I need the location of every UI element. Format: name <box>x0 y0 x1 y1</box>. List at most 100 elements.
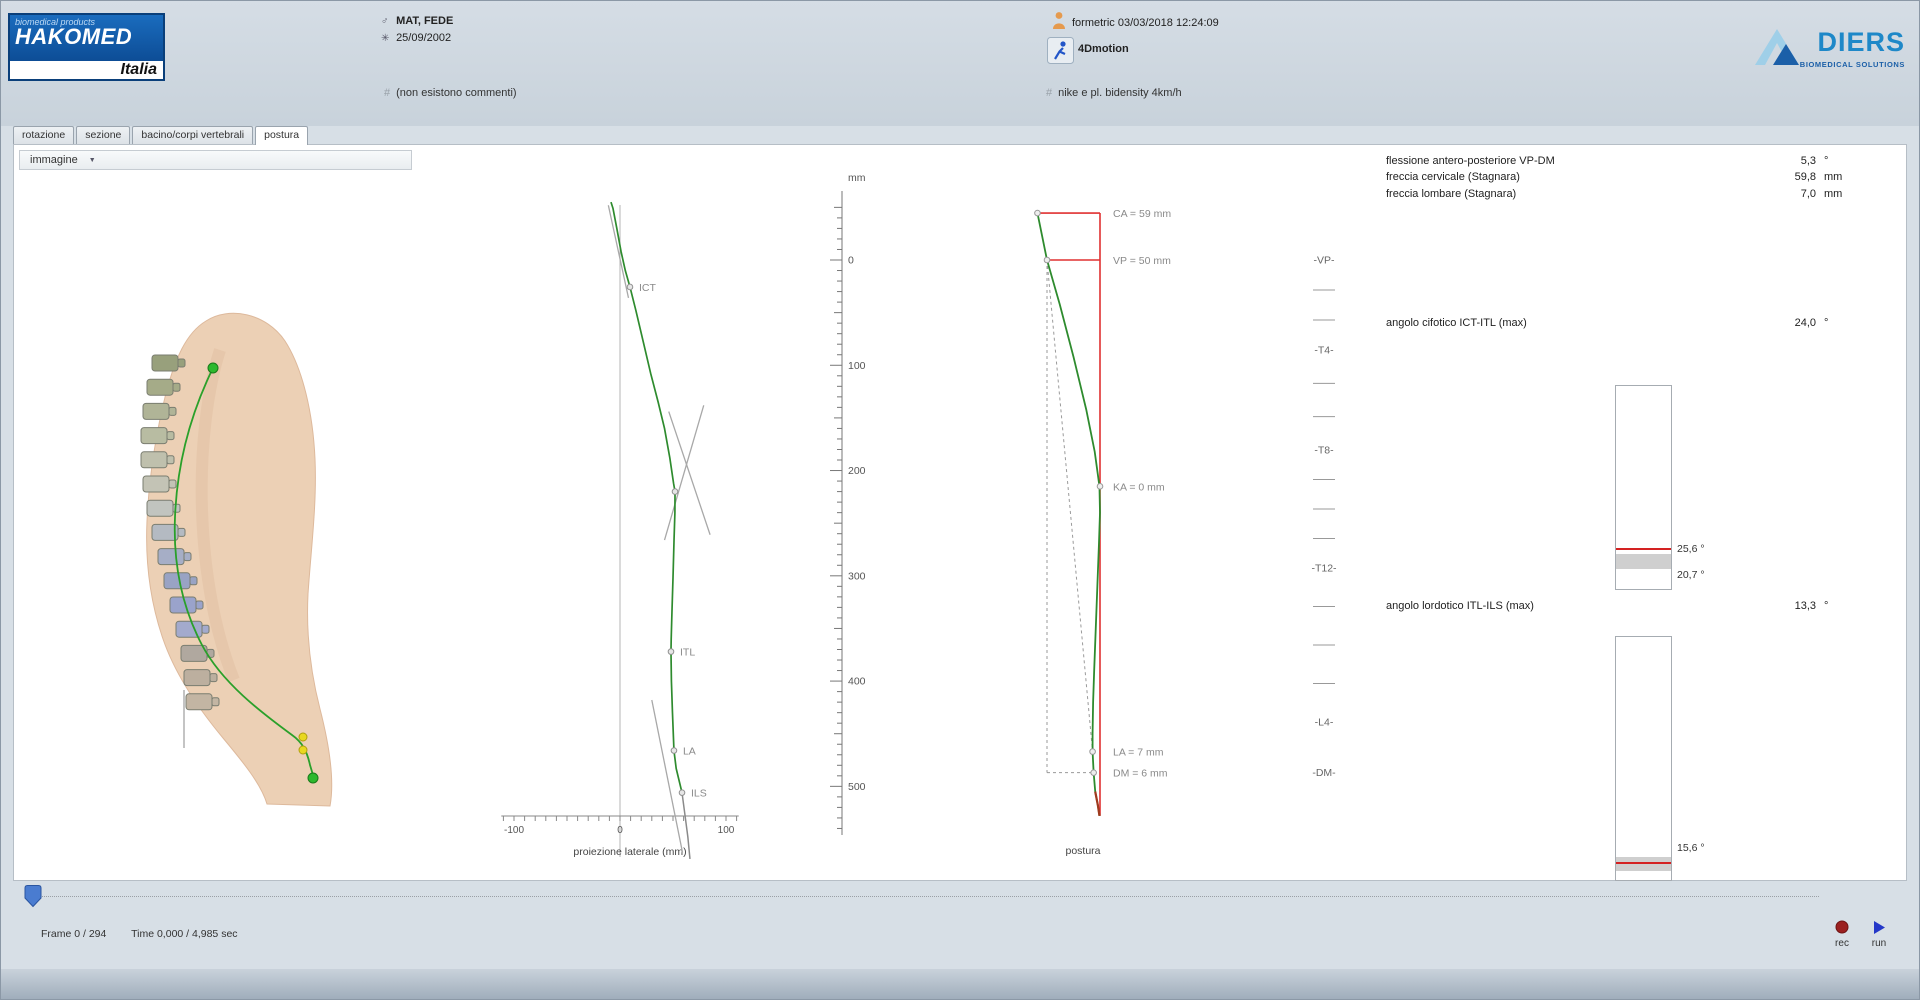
timeline-handle[interactable] <box>23 884 43 913</box>
measurement-row-angolo-cifotico: angolo cifotico ICT-ITL (max) 24,0 ° <box>1386 317 1838 331</box>
posture-marker <box>1090 769 1097 776</box>
gauge-box <box>1615 636 1672 881</box>
posture-curve-tail <box>1094 791 1101 816</box>
lateral-curve-tail <box>681 792 691 860</box>
lateral-x-tick-label: 0 <box>617 825 623 836</box>
ruler-tick-label: 100 <box>848 360 866 372</box>
rec-label: rec <box>1835 938 1849 949</box>
posture-chart-title: postura <box>1065 845 1100 857</box>
posture-annotation-label: KA = 0 mm <box>1113 481 1165 493</box>
measurement-label: freccia cervicale (Stagnara) <box>1386 171 1520 183</box>
tangent-line <box>607 205 630 299</box>
landmark-label: ITL <box>680 647 695 659</box>
measurement-value: 5,3 <box>1800 155 1816 167</box>
tangent-line <box>651 699 684 853</box>
posture-marker <box>1034 209 1041 217</box>
measurement-label: angolo cifotico ICT-ITL (max) <box>1386 317 1527 329</box>
posture-dashed-slant <box>1046 259 1094 752</box>
back-profile-line <box>173 367 314 776</box>
measurement-unit: mm <box>1824 171 1843 183</box>
run-button[interactable]: run <box>1864 920 1894 949</box>
rec-icon <box>1835 920 1849 934</box>
marker-yellow-2 <box>298 745 308 755</box>
vertebrae <box>140 354 220 711</box>
landmark-marker <box>678 789 686 796</box>
posture-marker <box>1089 748 1096 755</box>
landmark-marker <box>671 488 679 495</box>
vertebra-process <box>189 576 198 586</box>
vertebra-block <box>142 402 170 420</box>
vertebra-block <box>175 620 203 638</box>
hakomed-country: Italia <box>120 61 157 78</box>
vertebra-block <box>146 499 174 517</box>
patient-info: ♂ MAT, FEDE ✳ 25/09/2002 <box>381 13 453 47</box>
male-symbol-icon: ♂ <box>381 16 389 27</box>
measurement-row-freccia-cervicale: freccia cervicale (Stagnara) 59,8 mm <box>1386 171 1842 185</box>
tab-sezione[interactable]: sezione <box>76 126 131 144</box>
tangent-line <box>663 405 705 541</box>
vertebra-process <box>177 527 186 537</box>
analysis-charts-canvas: mm 0 100 200 300 400 500 -100 0 100 proiezione lat… <box>140 172 1337 860</box>
session-title: formetric 03/03/2018 12:24:09 <box>1072 17 1219 29</box>
timeline-track[interactable] <box>31 896 1819 897</box>
ruler-tick-label: 0 <box>848 255 854 267</box>
vertebra-block <box>185 693 213 711</box>
marker-bottom-green <box>307 772 319 784</box>
lateral-x-tick-label: -100 <box>504 825 524 836</box>
frame-time-status: Frame 0 / 294 Time 0,000 / 4,985 sec <box>41 928 260 940</box>
ruler-unit-label: mm <box>848 172 866 184</box>
patient-name: MAT, FEDE <box>396 15 454 27</box>
measurement-row-angolo-lordotico: angolo lordotico ITL-ILS (max) 13,3 ° <box>1386 600 1838 614</box>
header: biomedical products HAKOMED Italia ♂ MAT… <box>1 1 1919 126</box>
posture-marker <box>1096 483 1104 490</box>
spine-3d-image <box>140 312 333 807</box>
vertebra-process <box>166 455 175 465</box>
tab-rotazione[interactable]: rotazione <box>13 126 75 144</box>
vertebra-process <box>201 624 210 634</box>
vertebra-block <box>146 378 174 396</box>
tangent-line <box>668 411 711 535</box>
ruler-tick-label: 200 <box>848 465 866 477</box>
run-icon <box>1874 921 1885 934</box>
landmark-label: ILS <box>691 788 707 800</box>
vertebra-block <box>140 427 168 445</box>
posture-annotation-label: DM = 6 mm <box>1113 768 1168 780</box>
kyphosis-gauge: 25,6 ° 20,7 ° <box>1615 385 1705 590</box>
vertebra-process <box>183 552 192 562</box>
diers-triangle-icon <box>1753 27 1801 74</box>
lordosis-gauge: 15,6 ° <box>1615 636 1705 881</box>
examiner-person-icon <box>1051 11 1067 33</box>
tab-postura[interactable]: postura <box>255 126 309 145</box>
birthdate-icon: ✳ <box>381 33 390 44</box>
measurement-unit: ° <box>1824 600 1829 612</box>
vertebra-process <box>166 431 175 441</box>
rec-button[interactable]: rec <box>1827 920 1857 949</box>
ruler-tick-label: 300 <box>848 570 866 582</box>
comment-right: nike e pl. bidensity 4km/h <box>1058 87 1182 99</box>
time-counter: Time 0,000 / 4,985 sec <box>131 928 238 940</box>
measurement-value: 24,0 <box>1794 317 1816 329</box>
marker-top-green <box>207 362 219 374</box>
gauge-band <box>1616 857 1671 871</box>
run-label: run <box>1871 938 1887 949</box>
tab-bacino-corpi-vertebrali[interactable]: bacino/corpi vertebrali <box>132 126 254 144</box>
landmark-label: ICT <box>639 282 657 294</box>
vertebra-level-label: -T4- <box>1314 345 1334 357</box>
vertebra-block <box>140 451 168 469</box>
vertebra-level-label: -DM- <box>1312 767 1336 779</box>
vertebra-process <box>211 697 220 707</box>
4dmotion-icon <box>1047 37 1074 67</box>
diers-logo: DIERS BIOMEDICAL SOLUTIONS <box>1755 29 1905 75</box>
vertebra-block <box>142 475 170 493</box>
vertebra-block <box>157 548 185 566</box>
vertebra-process <box>172 382 181 392</box>
image-dropdown-label: immagine <box>30 154 78 166</box>
image-dropdown[interactable]: immagine ▼ <box>19 150 412 170</box>
chevron-down-icon: ▼ <box>88 157 96 164</box>
comment-hash-icon: # <box>384 87 391 99</box>
posture-annotation-label: CA = 59 mm <box>1113 208 1171 220</box>
landmark-marker <box>626 283 634 291</box>
measurement-label: freccia lombare (Stagnara) <box>1386 188 1517 200</box>
posture-annotation-label: VP = 50 mm <box>1113 255 1171 267</box>
